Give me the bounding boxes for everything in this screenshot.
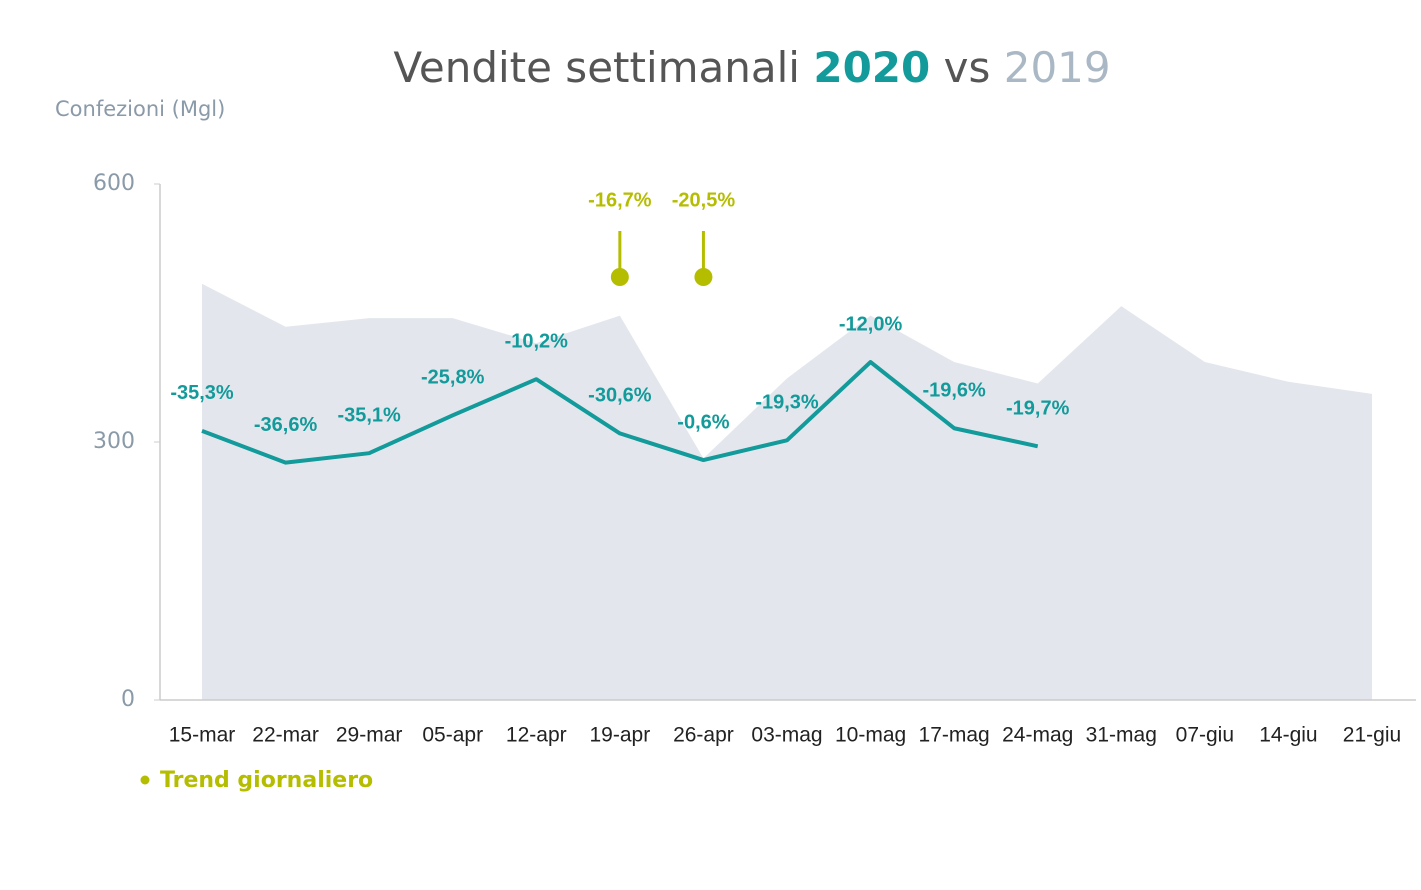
chart-title: Vendite settimanali 2020 vs 2019	[393, 43, 1110, 92]
x-tick-label: 29-mar	[336, 724, 403, 747]
y-tick-label: 600	[93, 171, 135, 196]
legend-2019: 2019	[1004, 43, 1111, 92]
x-tick-label: 17-mag	[919, 724, 990, 747]
x-tick-label: 12-apr	[506, 724, 567, 747]
title-connector: vs	[944, 43, 991, 92]
yoy-label: -35,1%	[337, 404, 401, 426]
yoy-label: -36,6%	[254, 414, 318, 436]
trend-dot	[610, 268, 629, 286]
area-2019	[202, 283, 1372, 700]
x-tick-label: 14-giu	[1259, 724, 1317, 747]
legend-dot	[140, 775, 150, 785]
x-tick-label: 21-giu	[1343, 724, 1401, 747]
x-tick-label: 15-mar	[169, 724, 236, 747]
yoy-label: -30,6%	[588, 385, 652, 407]
title-text: Vendite settimanali	[393, 43, 800, 92]
x-tick-label: 10-mag	[835, 724, 906, 747]
trend-label: -20,5%	[672, 189, 736, 211]
legend-label: Trend giornaliero	[160, 768, 373, 793]
yoy-label: -19,6%	[922, 380, 986, 402]
yoy-label: -10,2%	[505, 331, 569, 353]
x-tick-label: 31-mag	[1086, 724, 1157, 747]
x-tick-label: 26-apr	[673, 724, 734, 747]
yoy-label: -19,3%	[755, 392, 819, 414]
yoy-label: -19,7%	[1006, 398, 1070, 420]
y-tick-label: 300	[93, 429, 135, 454]
y-axis-label: Confezioni (Mgl)	[55, 97, 225, 121]
x-tick-label: 03-mag	[751, 724, 822, 747]
x-tick-label: 24-mag	[1002, 724, 1073, 747]
x-tick-label: 05-apr	[422, 724, 483, 747]
trend-label: -16,7%	[588, 189, 652, 211]
line-2020	[201, 360, 1039, 465]
x-tick-label: 07-giu	[1176, 724, 1234, 747]
yoy-label: -25,8%	[421, 367, 485, 389]
yoy-label: -35,3%	[170, 382, 234, 404]
x-tick-label: 22-mar	[252, 724, 319, 747]
y-tick-label: 0	[121, 687, 135, 712]
yoy-label: -0,6%	[677, 411, 729, 433]
x-tick-label: 19-apr	[590, 724, 651, 747]
legend-2020: 2020	[813, 43, 930, 92]
trend-dot	[694, 268, 713, 286]
yoy-label: -12,0%	[839, 313, 903, 335]
